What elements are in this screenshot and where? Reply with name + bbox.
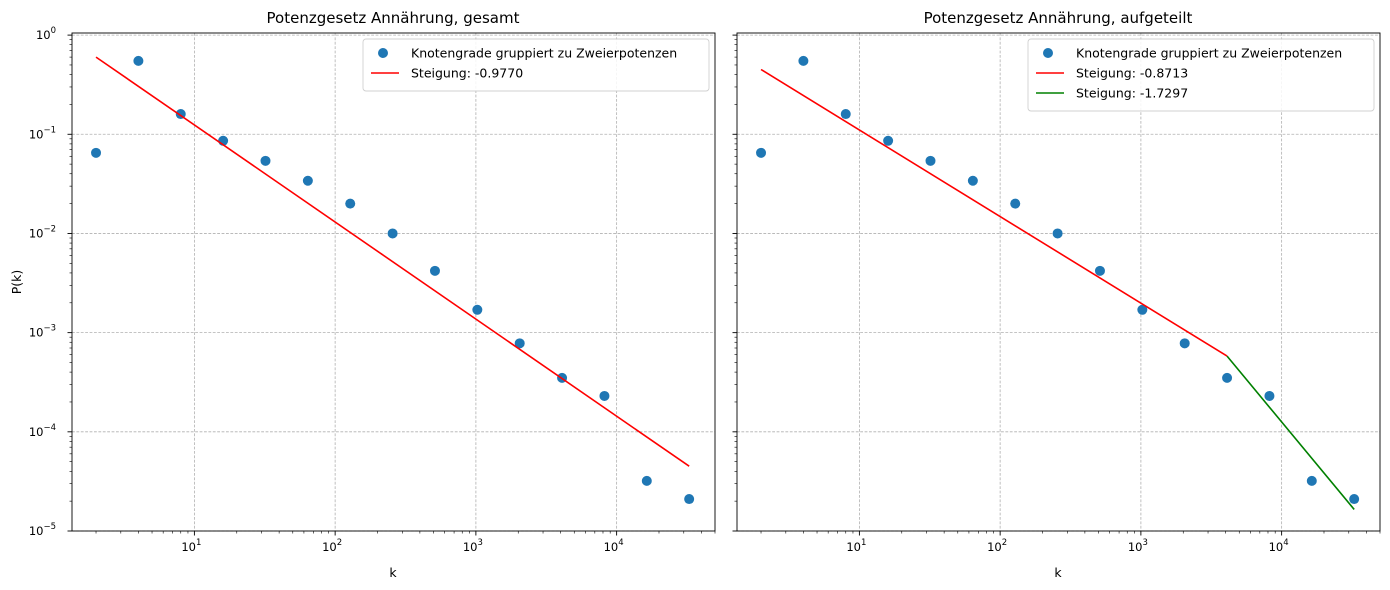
- scatter-point: [1137, 304, 1148, 315]
- y-axis-label: P(k): [9, 270, 24, 295]
- ticks-layer: 101 102 103 104: [732, 34, 1381, 554]
- chart-left: Potenzgesetz Annährung, gesamt k P(k) 10…: [9, 9, 716, 580]
- x-tick-label: 101: [846, 538, 866, 554]
- scatter-point: [1010, 198, 1021, 209]
- legend-label: Steigung: -0.8713: [1076, 66, 1188, 81]
- scatter-point: [387, 228, 398, 239]
- scatter-point: [1306, 475, 1317, 486]
- scatter-point: [599, 390, 610, 401]
- scatter-point: [967, 175, 978, 186]
- x-tick-label: 104: [1269, 538, 1289, 554]
- scatter-point: [684, 494, 695, 505]
- legend-marker: [1043, 48, 1053, 58]
- legend-marker: [378, 48, 388, 58]
- scatter-point: [798, 55, 809, 66]
- x-tick-label: 101: [181, 538, 201, 554]
- chart-title: Potenzgesetz Annährung, gesamt: [267, 9, 520, 27]
- legend-box: [1027, 38, 1375, 112]
- fit-line-1: [95, 56, 690, 467]
- scatter-point: [1264, 390, 1275, 401]
- legend-label: Steigung: -0.9770: [411, 66, 523, 81]
- scatter-point: [472, 304, 483, 315]
- axes-frame: [736, 32, 1381, 532]
- y-tick-label: 10−1: [29, 125, 56, 141]
- chart-right: Potenzgesetz Annährung, aufgeteilt k 101…: [732, 9, 1381, 580]
- x-tick-label: 102: [987, 538, 1007, 554]
- scatter-point: [1349, 494, 1360, 505]
- scatter-point: [302, 175, 313, 186]
- x-axis-label: k: [389, 565, 397, 580]
- ticks-layer: 101 102 103 104 10−5 10−4 10−3 10−2 10−1 100: [29, 26, 716, 554]
- axes-frame: [71, 32, 716, 532]
- scatter-point: [641, 475, 652, 486]
- y-tick-label: 10−3: [29, 324, 56, 340]
- series-layer: [756, 55, 1360, 510]
- scatter-point: [840, 109, 851, 120]
- x-tick-label: 103: [463, 538, 483, 554]
- scatter-point: [429, 265, 440, 276]
- x-tick-label: 103: [1128, 538, 1148, 554]
- scatter-point: [883, 135, 894, 146]
- x-tick-label: 102: [322, 538, 342, 554]
- plot-frame: [736, 32, 1381, 532]
- scatter-point: [1094, 265, 1105, 276]
- scatter-point: [91, 147, 102, 158]
- scatter-point: [1222, 372, 1233, 383]
- x-axis-label: k: [1054, 565, 1062, 580]
- x-tick-label: 104: [604, 538, 624, 554]
- scatter-point: [345, 198, 356, 209]
- legend-label: Steigung: -1.7297: [1076, 86, 1188, 101]
- legend-box: [362, 38, 710, 92]
- y-tick-label: 10−5: [29, 522, 56, 538]
- scatter-point: [925, 155, 936, 166]
- y-tick-label: 100: [36, 26, 56, 42]
- legend-label: Knotengrade gruppiert zu Zweierpotenzen: [411, 46, 677, 61]
- scatter-point: [514, 338, 525, 349]
- scatter-point: [260, 155, 271, 166]
- scatter-point: [133, 55, 144, 66]
- scatter-point: [1179, 338, 1190, 349]
- y-tick-label: 10−4: [29, 423, 56, 439]
- legend: Knotengrade gruppiert zu Zweierpotenzen S…: [1027, 38, 1375, 112]
- legend-label: Knotengrade gruppiert zu Zweierpotenzen: [1076, 46, 1342, 61]
- y-tick-label: 10−2: [29, 224, 56, 240]
- scatter-point: [1052, 228, 1063, 239]
- plot-frame: [71, 32, 716, 532]
- series-layer: [91, 55, 695, 505]
- chart-title: Potenzgesetz Annährung, aufgeteilt: [924, 9, 1193, 27]
- fit-line-1: [760, 68, 1228, 357]
- fit-line-2: [1226, 355, 1355, 510]
- scatter-point: [756, 147, 767, 158]
- legend: Knotengrade gruppiert zu Zweierpotenzen S…: [362, 38, 710, 92]
